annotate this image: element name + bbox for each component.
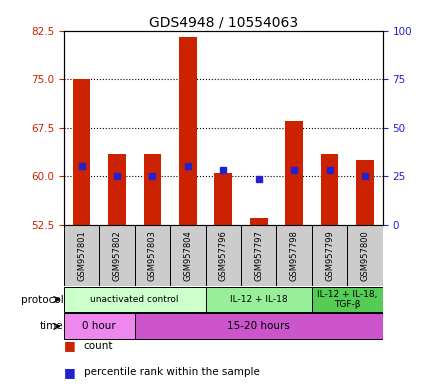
Bar (135, 225, 170, 286)
Bar (285, 121, 303, 225)
Bar (143, 154, 161, 225)
Text: GSM957799: GSM957799 (325, 230, 334, 281)
Bar (170, 225, 205, 286)
Bar (347, 225, 383, 286)
Text: GSM957798: GSM957798 (290, 230, 299, 281)
Text: GSM957803: GSM957803 (148, 230, 157, 281)
Text: GSM957804: GSM957804 (183, 230, 192, 281)
Text: GSM957796: GSM957796 (219, 230, 228, 281)
Bar (312, 225, 347, 286)
Bar (179, 37, 197, 225)
Text: GSM957797: GSM957797 (254, 230, 263, 281)
Bar (250, 218, 268, 225)
Bar (276, 225, 312, 286)
Bar (214, 173, 232, 225)
Bar (73, 79, 90, 225)
Bar (205, 286, 312, 313)
Text: unactivated control: unactivated control (91, 295, 179, 304)
Text: ■: ■ (64, 339, 76, 352)
Bar (135, 313, 383, 339)
Bar (356, 160, 374, 225)
Text: GSM957800: GSM957800 (360, 230, 370, 281)
Bar (241, 225, 276, 286)
Text: 15-20 hours: 15-20 hours (227, 321, 290, 331)
Bar (205, 225, 241, 286)
Bar (64, 225, 99, 286)
Text: time: time (40, 321, 64, 331)
Bar (99, 225, 135, 286)
Text: count: count (84, 341, 113, 351)
Text: IL-12 + IL-18,
TGF-β: IL-12 + IL-18, TGF-β (317, 290, 378, 309)
Title: GDS4948 / 10554063: GDS4948 / 10554063 (149, 16, 298, 30)
Bar (64, 313, 135, 339)
Text: IL-12 + IL-18: IL-12 + IL-18 (230, 295, 288, 304)
Bar (321, 154, 338, 225)
Text: ■: ■ (64, 366, 76, 379)
Bar (64, 286, 205, 313)
Text: protocol: protocol (21, 295, 64, 305)
Text: GSM957802: GSM957802 (113, 230, 121, 281)
Bar (108, 154, 126, 225)
Text: GSM957801: GSM957801 (77, 230, 86, 281)
Bar (312, 286, 383, 313)
Text: percentile rank within the sample: percentile rank within the sample (84, 367, 260, 377)
Text: 0 hour: 0 hour (82, 321, 116, 331)
